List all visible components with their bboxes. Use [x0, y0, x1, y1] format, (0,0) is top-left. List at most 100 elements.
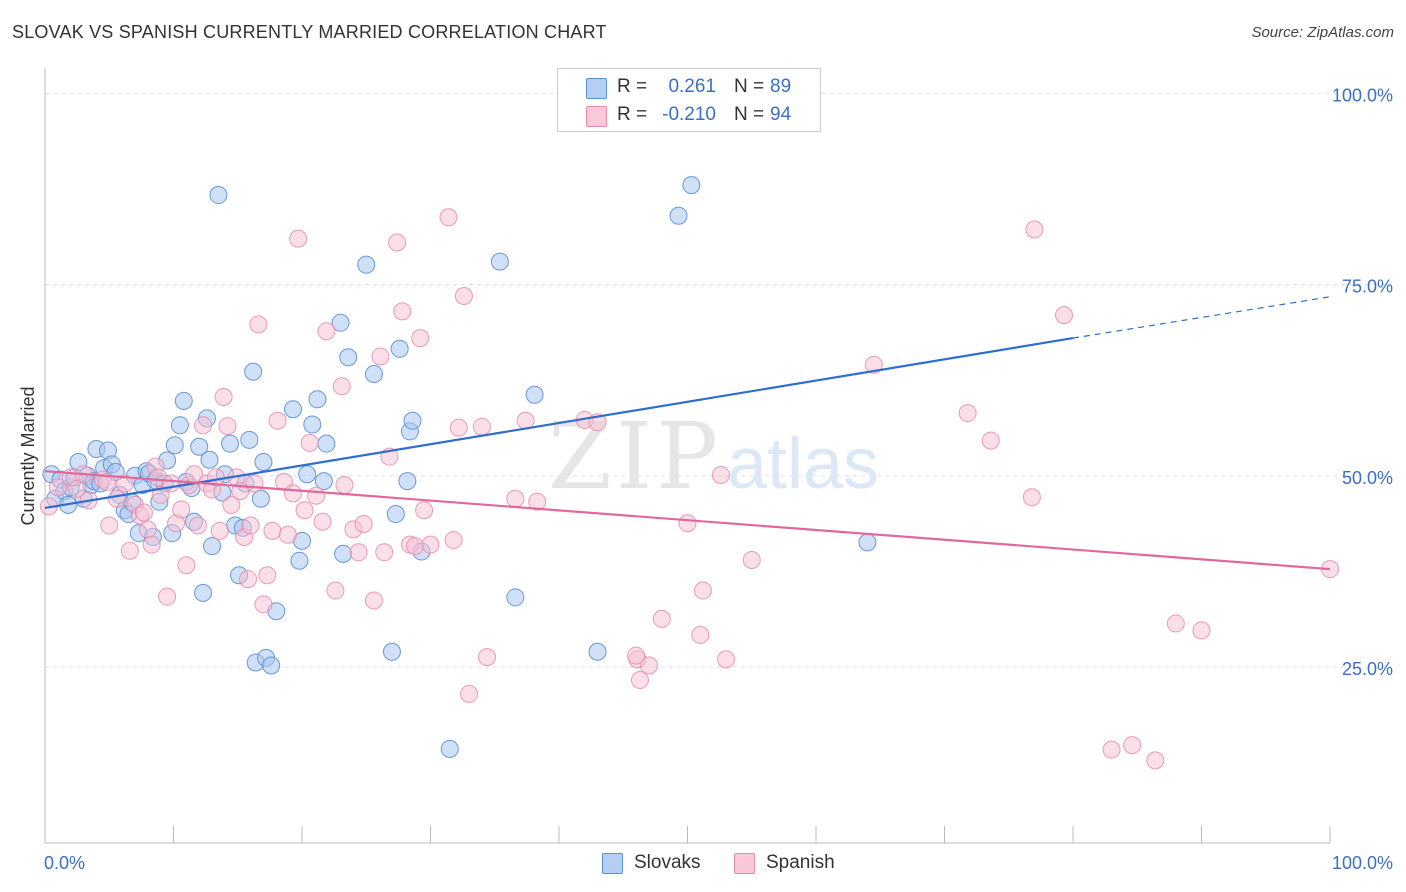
spanish-point	[249, 315, 268, 334]
spanish-point	[222, 495, 241, 514]
slovak-legend-swatch	[602, 853, 623, 874]
slovak-point	[506, 588, 525, 607]
spanish-point	[627, 646, 646, 665]
spanish-point	[460, 684, 479, 703]
slovak-point	[190, 437, 209, 456]
slovak-trend-line	[44, 337, 1074, 510]
spanish-trend-line	[44, 470, 1331, 571]
spanish-point	[245, 474, 264, 493]
slovak-point	[244, 362, 263, 381]
spanish-point	[393, 302, 412, 321]
spanish-point	[313, 512, 332, 531]
spanish-point	[1146, 751, 1165, 770]
spanish-point	[188, 516, 207, 535]
spanish-point	[295, 501, 314, 520]
y-tick-label: 100.0%	[1332, 85, 1393, 105]
spanish-point	[307, 486, 326, 505]
spanish-point	[528, 492, 547, 511]
slovak-point	[284, 400, 303, 419]
spanish-point	[981, 431, 1000, 450]
spanish-point	[454, 287, 473, 306]
spanish-point	[268, 411, 287, 430]
y-tick-label: 25.0%	[1342, 659, 1393, 679]
slovak-point	[386, 505, 405, 524]
spanish-point	[472, 417, 491, 436]
n-label: N =	[734, 104, 765, 125]
spanish-point	[97, 472, 116, 491]
slovak-point	[170, 416, 189, 435]
slovak-point	[398, 472, 417, 491]
spanish-point	[958, 404, 977, 423]
slovak-point	[314, 472, 333, 491]
spanish-point	[210, 521, 229, 540]
spanish-point	[161, 474, 180, 493]
legend-row-spanish: R = -0.210 N = 94	[558, 101, 820, 129]
spanish-point	[120, 541, 139, 560]
spanish-swatch	[586, 106, 607, 127]
spanish-point	[218, 417, 237, 436]
slovak-point	[308, 390, 327, 409]
spanish-point	[289, 229, 308, 248]
spanish-point	[300, 433, 319, 452]
spanish-point	[100, 516, 119, 535]
slovak-point	[194, 583, 213, 602]
spanish-point	[506, 489, 525, 508]
r-value: 0.261	[668, 76, 716, 97]
x-tick-label: 100.0%	[1332, 853, 1393, 873]
n-label: N =	[734, 76, 765, 97]
slovak-point	[440, 739, 459, 758]
spanish-point	[717, 650, 736, 669]
spanish-point	[254, 595, 273, 614]
slovak-point	[298, 465, 317, 484]
slovak-point	[334, 544, 353, 563]
spanish-point	[678, 514, 697, 533]
slovak-point	[490, 252, 509, 271]
correlation-legend: R = 0.261 N = 89 R = -0.210 N = 94	[557, 68, 821, 132]
spanish-point	[335, 475, 354, 494]
tick-labels: 25.0% 50.0% 75.0% 100.0% 0.0% 100.0% Currently…	[18, 85, 1393, 873]
slovak-point	[317, 434, 336, 453]
spanish-point	[693, 581, 712, 600]
spanish-point	[142, 535, 161, 554]
r-label: R =	[617, 76, 648, 97]
spanish-point	[172, 500, 191, 519]
slovak-point	[331, 313, 350, 332]
legend-row-slovaks: R = 0.261 N = 89	[558, 73, 820, 101]
spanish-point	[1102, 740, 1121, 759]
spanish-point	[1166, 614, 1185, 633]
slovak-point	[240, 430, 259, 449]
spanish-point	[194, 416, 213, 435]
spanish-point	[177, 556, 196, 575]
spanish-point	[864, 355, 883, 374]
slovak-trend-extension	[1072, 296, 1331, 339]
chart-title: SLOVAK VS SPANISH CURRENTLY MARRIED CORR…	[12, 22, 607, 42]
spanish-point	[406, 537, 425, 556]
spanish-point	[421, 535, 440, 554]
trend-lines	[44, 296, 1331, 571]
slovak-point	[682, 176, 701, 195]
spanish-point	[239, 570, 258, 589]
y-tick-label: 50.0%	[1342, 468, 1393, 488]
source-label: Source: ZipAtlas.com	[1251, 24, 1394, 41]
spanish-legend-swatch	[734, 853, 755, 874]
spanish-point	[630, 671, 649, 690]
spanish-point	[138, 520, 157, 539]
slovak-point	[251, 489, 270, 508]
spanish-point	[639, 656, 658, 675]
slovak-point	[200, 450, 219, 469]
spanish-point	[258, 566, 277, 585]
spanish-point	[134, 503, 153, 522]
slovak-point	[254, 453, 273, 472]
slovak-point	[174, 391, 193, 410]
spanish-point	[411, 329, 430, 348]
slovak-point	[165, 436, 184, 455]
slovak-point	[525, 385, 544, 404]
spanish-point	[317, 322, 336, 341]
spanish-point	[1192, 621, 1211, 640]
spanish-point	[444, 531, 463, 550]
spanish-point	[1055, 306, 1074, 325]
slovak-point	[364, 365, 383, 384]
n-value: 89	[770, 76, 792, 97]
spanish-point	[439, 208, 458, 227]
y-tick-label: 75.0%	[1342, 277, 1393, 297]
